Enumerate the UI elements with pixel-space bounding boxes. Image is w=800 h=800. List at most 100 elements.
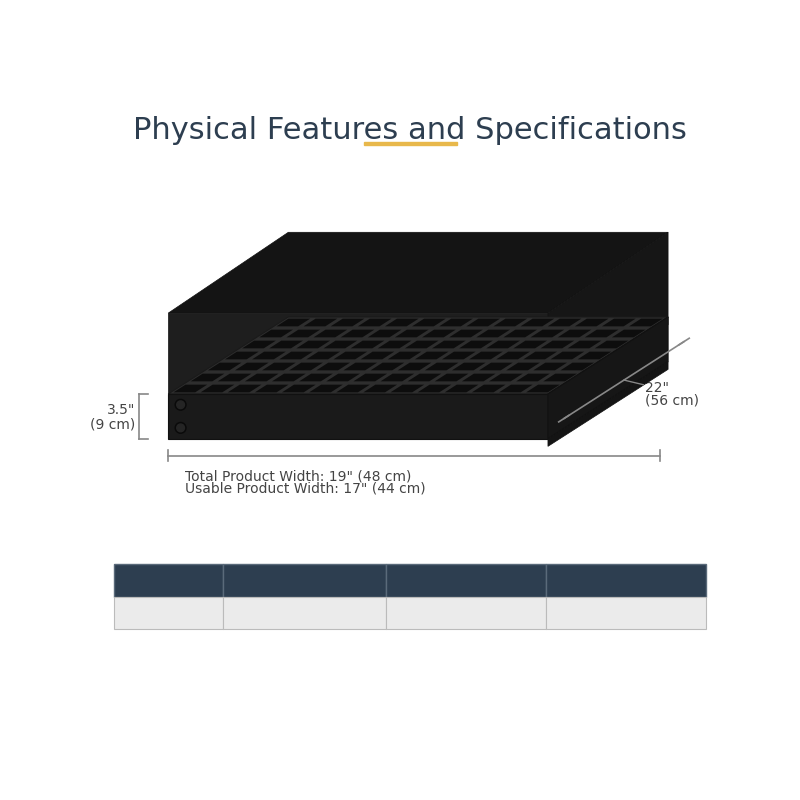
Polygon shape	[534, 362, 567, 370]
Polygon shape	[405, 341, 438, 348]
Bar	[114, 597, 223, 629]
Polygon shape	[602, 318, 636, 326]
Polygon shape	[368, 330, 402, 338]
Polygon shape	[494, 318, 527, 326]
Polygon shape	[303, 318, 338, 326]
Polygon shape	[330, 318, 365, 326]
Polygon shape	[309, 385, 343, 392]
Text: 2U: 2U	[158, 605, 178, 620]
Polygon shape	[398, 362, 431, 370]
Polygon shape	[568, 341, 602, 348]
Polygon shape	[629, 318, 662, 326]
Text: Physical Features and Specifications: Physical Features and Specifications	[133, 116, 687, 145]
Polygon shape	[612, 330, 646, 338]
Polygon shape	[486, 341, 520, 348]
Polygon shape	[415, 352, 449, 359]
Polygon shape	[299, 374, 333, 382]
Polygon shape	[225, 352, 258, 359]
Polygon shape	[168, 394, 548, 438]
Polygon shape	[334, 352, 367, 359]
Polygon shape	[363, 385, 397, 392]
Polygon shape	[289, 362, 323, 370]
Polygon shape	[272, 374, 306, 382]
Bar	[223, 597, 386, 629]
Polygon shape	[395, 330, 429, 338]
Polygon shape	[412, 318, 446, 326]
Polygon shape	[585, 330, 618, 338]
Text: Total Product Width: 19" (48 cm): Total Product Width: 19" (48 cm)	[186, 470, 412, 483]
Polygon shape	[286, 330, 320, 338]
Polygon shape	[476, 330, 510, 338]
Polygon shape	[341, 330, 374, 338]
Polygon shape	[548, 317, 668, 402]
Polygon shape	[422, 330, 456, 338]
Circle shape	[175, 422, 186, 434]
Text: Upward/Downward: Upward/Downward	[397, 605, 535, 620]
Polygon shape	[390, 385, 424, 392]
Text: Shelf Weight: Shelf Weight	[573, 573, 679, 588]
Polygon shape	[442, 352, 476, 359]
Polygon shape	[208, 362, 242, 370]
Text: (56 cm): (56 cm)	[645, 393, 699, 407]
Polygon shape	[479, 362, 513, 370]
Text: Lip Direction: Lip Direction	[414, 573, 519, 588]
Polygon shape	[378, 341, 411, 348]
Polygon shape	[336, 385, 370, 392]
Polygon shape	[472, 385, 506, 392]
Polygon shape	[543, 374, 577, 382]
Polygon shape	[323, 341, 358, 348]
Circle shape	[177, 401, 185, 409]
Polygon shape	[445, 385, 478, 392]
Polygon shape	[361, 352, 394, 359]
Polygon shape	[343, 362, 377, 370]
Bar	[114, 564, 223, 597]
Polygon shape	[370, 362, 404, 370]
Polygon shape	[350, 341, 384, 348]
Polygon shape	[516, 374, 550, 382]
Circle shape	[177, 424, 185, 432]
Polygon shape	[434, 374, 469, 382]
Text: 22": 22"	[645, 381, 669, 394]
Polygon shape	[541, 341, 574, 348]
Polygon shape	[523, 352, 557, 359]
Polygon shape	[503, 330, 537, 338]
Polygon shape	[262, 362, 296, 370]
Polygon shape	[168, 313, 548, 394]
Polygon shape	[526, 385, 560, 392]
Bar	[546, 597, 706, 629]
Polygon shape	[316, 362, 350, 370]
Polygon shape	[388, 352, 422, 359]
Polygon shape	[432, 341, 466, 348]
Bar	[386, 564, 546, 597]
Text: Usable Product Width: 17" (44 cm): Usable Product Width: 17" (44 cm)	[186, 482, 426, 496]
Polygon shape	[452, 362, 486, 370]
Polygon shape	[255, 385, 289, 392]
Polygon shape	[499, 385, 533, 392]
Polygon shape	[550, 352, 584, 359]
Polygon shape	[190, 374, 224, 382]
Polygon shape	[462, 374, 496, 382]
Bar	[386, 597, 546, 629]
Polygon shape	[425, 362, 458, 370]
Text: Rack Space: Rack Space	[122, 573, 216, 588]
Text: 3.5": 3.5"	[106, 403, 135, 417]
Polygon shape	[548, 317, 668, 438]
Circle shape	[175, 399, 186, 410]
Polygon shape	[218, 374, 251, 382]
Polygon shape	[252, 352, 286, 359]
Bar	[546, 564, 706, 597]
Polygon shape	[530, 330, 564, 338]
Polygon shape	[548, 232, 668, 394]
Polygon shape	[314, 330, 347, 338]
Polygon shape	[561, 362, 594, 370]
Text: 8 lbs (3.6 kg): 8 lbs (3.6 kg)	[578, 605, 674, 620]
Polygon shape	[418, 385, 451, 392]
Polygon shape	[201, 385, 234, 392]
Polygon shape	[306, 352, 340, 359]
Polygon shape	[496, 352, 530, 359]
Polygon shape	[168, 232, 668, 313]
Polygon shape	[548, 318, 582, 326]
Polygon shape	[174, 385, 207, 392]
Polygon shape	[521, 318, 554, 326]
Polygon shape	[558, 330, 591, 338]
